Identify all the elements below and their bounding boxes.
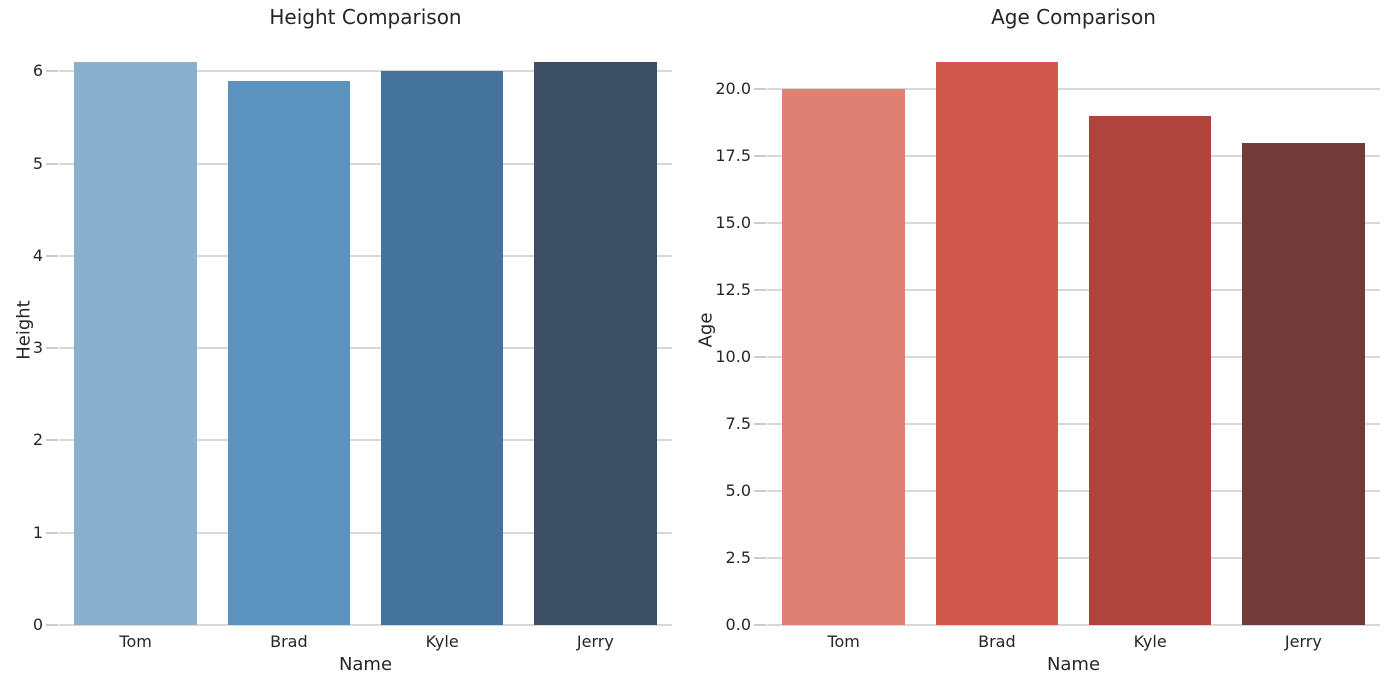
x-tick-label: Brad — [270, 632, 308, 651]
y-tick-mark — [754, 556, 766, 559]
chart-height-comparison: Height Comparison Height 0 1 2 3 4 5 6 Tom Brad K… — [14, 6, 672, 675]
y-tick-mark — [754, 489, 766, 492]
gridline — [767, 221, 1380, 224]
y-tick-label: 2.5 — [725, 547, 751, 567]
x-axis-label: Name — [1046, 654, 1101, 675]
y-tick-mark — [754, 624, 766, 626]
bar-tom — [782, 88, 905, 625]
gridline — [767, 154, 1380, 157]
y-tick-label: 2 — [32, 430, 43, 450]
y-tick-label: 5 — [32, 153, 43, 173]
y-tick-mark — [754, 355, 766, 358]
y-tick-mark — [46, 531, 58, 534]
y-tick-mark — [754, 422, 766, 425]
gridline — [767, 288, 1380, 291]
gridline — [59, 70, 672, 73]
y-tick-label: 15.0 — [715, 212, 751, 232]
y-tick-label: 17.5 — [715, 145, 751, 165]
bar-brad — [935, 62, 1059, 625]
chart-title: Height Comparison — [269, 5, 462, 29]
chart-age-comparison: Age Comparison Age 0.0 2.5 5.0 7.5 10.0 12.5 1… — [696, 6, 1380, 675]
gridline — [767, 556, 1380, 559]
bar-jerry — [534, 62, 657, 625]
y-tick-mark — [46, 439, 58, 442]
y-tick-mark — [754, 87, 766, 90]
x-tick-label: Kyle — [425, 632, 459, 651]
bar-kyle — [1088, 115, 1212, 625]
y-tick-label: 4 — [32, 245, 43, 265]
x-tick-label: Tom — [119, 632, 152, 651]
y-tick-label: 0 — [32, 615, 43, 634]
chart-title: Age Comparison — [991, 5, 1156, 29]
gridline — [59, 439, 672, 442]
y-tick-mark — [46, 162, 58, 165]
bar-brad — [227, 80, 351, 625]
gridline — [59, 347, 672, 350]
gridline — [767, 489, 1380, 492]
y-tick-mark — [46, 347, 58, 350]
y-tick-label: 12.5 — [715, 279, 751, 299]
bar-jerry — [1242, 142, 1365, 625]
y-tick-mark — [754, 288, 766, 291]
gridline — [59, 531, 672, 534]
x-tick-label: Tom — [827, 632, 860, 651]
x-tick-label: Brad — [978, 632, 1016, 651]
y-tick-label: 7.5 — [725, 413, 751, 433]
y-tick-label: 10.0 — [715, 346, 751, 366]
y-tick-mark — [754, 221, 766, 224]
bar-kyle — [380, 71, 504, 625]
x-tick-label: Jerry — [576, 632, 614, 651]
y-tick-mark — [46, 254, 58, 257]
gridline — [59, 162, 672, 165]
gridline — [767, 355, 1380, 358]
y-tick-mark — [46, 70, 58, 73]
gridline — [767, 624, 1380, 626]
y-tick-mark — [46, 624, 58, 626]
y-tick-label: 1 — [32, 522, 43, 542]
bar-tom — [74, 62, 197, 625]
x-tick-label: Kyle — [1133, 632, 1167, 651]
y-tick-label: 3 — [32, 338, 43, 358]
y-tick-label: 20.0 — [715, 78, 751, 98]
y-tick-mark — [754, 154, 766, 157]
y-axis-label: Age — [695, 312, 717, 347]
y-tick-label: 0.0 — [725, 615, 751, 634]
gridline — [767, 87, 1380, 90]
x-axis-label: Name — [338, 654, 393, 675]
gridline — [59, 624, 672, 626]
gridline — [767, 422, 1380, 425]
gridline — [59, 254, 672, 257]
x-tick-label: Jerry — [1284, 632, 1322, 651]
plot-area: 0.0 2.5 5.0 7.5 10.0 12.5 15.0 17.5 20.0 Tom Brad K… — [715, 34, 1380, 651]
plot-area: 0 1 2 3 4 5 6 Tom Brad Kyle Jerry — [33, 34, 672, 651]
y-tick-label: 5.0 — [725, 480, 751, 500]
y-tick-label: 6 — [32, 61, 43, 81]
